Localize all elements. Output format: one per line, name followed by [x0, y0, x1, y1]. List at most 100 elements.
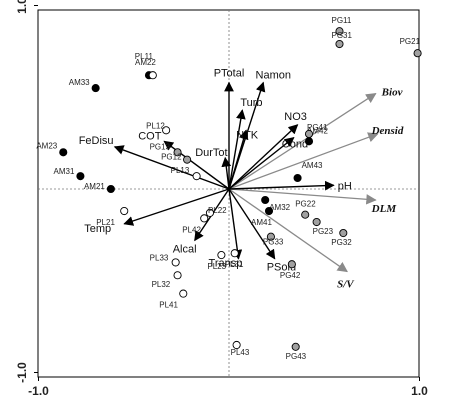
site-label: PG41 [307, 123, 328, 132]
site-label: AM43 [302, 161, 323, 170]
env-vector-no3 [228, 124, 299, 190]
axis-ticks: -1.0 1.0 1.0 -1.0 [15, 0, 428, 398]
site-label: PG13 [150, 142, 171, 151]
env-vector-transp [228, 188, 243, 260]
site-label: PG23 [313, 227, 334, 236]
site-label: PL12 [146, 121, 165, 130]
site-point-pl23 [217, 251, 226, 260]
env-vector-label: NTK [236, 129, 259, 141]
env-vector-turb [228, 109, 246, 190]
site-label: PG31 [331, 31, 352, 40]
site-point-pg12 [183, 155, 192, 164]
site-points: AM33 AM22 AM23 AM31 AM21 AM43 AM42 AM32 AM41 PL11… [36, 16, 422, 361]
env-vector-label: Temp [84, 223, 111, 235]
site-label: AM22 [135, 58, 156, 67]
site-point-pg11 [335, 27, 344, 36]
bio-vector-label: S/V [337, 279, 355, 291]
bio-vector-label: Densid [371, 125, 404, 137]
site-point-am41 [264, 206, 274, 216]
y-tick-label: -1.0 [15, 362, 29, 383]
env-vector-label: Turb [240, 97, 262, 109]
x-tick-label: 1.0 [411, 384, 428, 398]
biological-vectors: Biov Densid DLM S/V [228, 87, 404, 291]
site-label: PL23 [207, 262, 226, 271]
site-label: PG21 [400, 37, 421, 46]
site-point-pg21 [413, 49, 422, 58]
site-label: PL33 [150, 253, 169, 262]
env-vector-label: NO3 [284, 111, 307, 123]
env-vector-label: FeDisu [79, 135, 114, 147]
site-point-am23 [59, 148, 68, 157]
site-label: AM42 [307, 126, 328, 135]
bio-vector-biov [228, 93, 377, 190]
site-point-am43 [293, 173, 302, 183]
site-point-pl11 [148, 71, 157, 80]
site-label: PG22 [295, 200, 316, 209]
site-label: PL31 [225, 260, 244, 269]
site-point-pg23 [312, 217, 321, 227]
site-point-pg32 [339, 228, 348, 238]
env-vector-label: Transp [209, 258, 243, 270]
site-label: PL11 [135, 52, 154, 61]
env-vector-label: Namon [256, 70, 291, 82]
site-point-pl12 [162, 126, 171, 135]
site-point-pg13 [173, 148, 182, 157]
site-point-pl22 [205, 208, 214, 217]
site-label: PL22 [208, 206, 227, 215]
site-label: AM32 [269, 203, 290, 212]
site-label: PL21 [96, 218, 115, 227]
site-point-pg33 [266, 232, 275, 241]
site-label: PL13 [171, 166, 190, 175]
plot-frame [37, 9, 420, 378]
site-label: PL42 [182, 225, 201, 234]
bio-vector-label: DLM [371, 203, 398, 215]
site-point-am21 [106, 184, 115, 194]
env-vector-label: COT [138, 130, 162, 142]
site-point-pl31 [230, 249, 239, 258]
site-label: PL32 [152, 280, 171, 289]
site-label: AM31 [54, 167, 75, 176]
site-label: PG43 [286, 352, 307, 361]
y-tick-label: 1.0 [15, 0, 29, 14]
env-vector-ph [228, 180, 335, 191]
bio-vector-dlm [228, 188, 377, 205]
site-point-pl32 [173, 271, 182, 280]
env-vector-label: DurTot [195, 147, 227, 159]
bio-vector-densid [228, 132, 379, 190]
env-vector-label: Cond [282, 139, 308, 151]
site-label: AM23 [36, 141, 57, 150]
site-point-pg31 [335, 39, 344, 49]
site-point-pg43 [291, 342, 300, 351]
site-label: PG11 [331, 16, 351, 25]
bio-vector-s-v [228, 188, 348, 273]
env-vector-psolu [228, 188, 276, 260]
site-label: PG12 [161, 153, 182, 162]
site-label: AM21 [84, 182, 105, 191]
site-label: AM41 [251, 218, 272, 227]
env-vector-cond [228, 137, 295, 190]
site-point-pl42 [200, 214, 209, 223]
site-point-pl13 [192, 172, 201, 181]
site-label: PG42 [280, 271, 301, 280]
site-label: PL41 [159, 301, 178, 310]
site-label: AM33 [69, 78, 90, 87]
site-point-am42 [304, 137, 314, 146]
env-vector-temp [123, 188, 230, 226]
env-vector-label: Alcal [173, 243, 197, 255]
site-point-am31 [76, 172, 85, 181]
site-label: PG32 [331, 238, 352, 247]
environmental-vectors: PTotal Namon Turb NTK NO3 Cond COT FeDisu DurTot… [79, 68, 352, 274]
env-vector-label: pH [338, 180, 352, 192]
site-point-pl43 [232, 340, 241, 350]
site-point-pl33 [171, 258, 180, 267]
env-vector-durtot [221, 156, 232, 190]
site-point-pg41 [304, 129, 314, 138]
site-point-pl41 [179, 289, 188, 298]
bio-vector-label: Biov [381, 87, 403, 99]
x-tick-label: -1.0 [28, 384, 49, 398]
site-point-pg42 [287, 260, 296, 269]
site-point-pl21 [120, 206, 129, 216]
env-vector-ntk [228, 129, 249, 190]
